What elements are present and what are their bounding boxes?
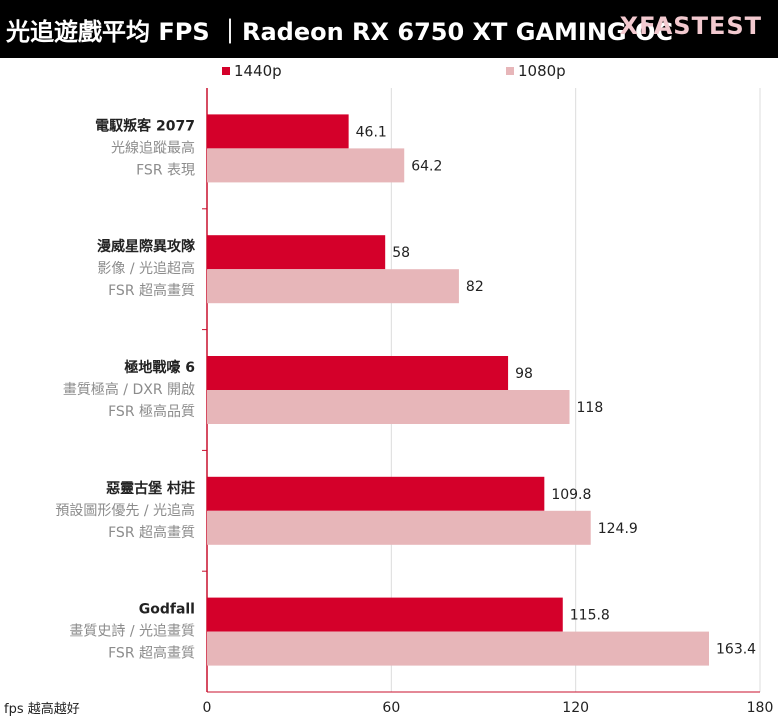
bar-1080p-0 xyxy=(207,148,405,183)
bar-1080p-3 xyxy=(207,510,591,545)
x-tick-label-0: 0 xyxy=(203,700,212,716)
category-subtitle-4: 畫質史詩 / 光追畫質 xyxy=(69,624,195,640)
bar-1440p-4 xyxy=(207,597,563,632)
header-bar: 光追遊戲平均 FPS ｜Radeon RX 6750 XT GAMING OC … xyxy=(0,0,778,58)
category-title-2: 極地戰嚎 6 xyxy=(124,359,195,376)
category-title-0: 電馭叛客 2077 xyxy=(95,117,195,134)
category-setting-3: FSR 超高畫質 xyxy=(108,524,195,541)
category-setting-2: FSR 極高品質 xyxy=(108,403,195,420)
data-label-1080p-2: 118 xyxy=(577,400,604,416)
data-label-1080p-4: 163.4 xyxy=(716,642,756,658)
category-title-4: Godfall xyxy=(139,602,195,618)
legend-swatch-1440p xyxy=(222,67,230,75)
chart-title: 光追遊戲平均 FPS ｜Radeon RX 6750 XT GAMING OC xyxy=(6,18,674,46)
bar-1080p-2 xyxy=(207,390,570,424)
legend-label-1080p: 1080p xyxy=(518,62,566,80)
category-subtitle-3: 預設圖形優先 / 光追高 xyxy=(55,502,195,519)
x-tick-label-2: 120 xyxy=(562,700,589,716)
bar-1440p-1 xyxy=(207,235,386,270)
data-label-1440p-0: 46.1 xyxy=(356,124,387,140)
category-title-1: 漫威星際異攻隊 xyxy=(97,238,196,255)
category-subtitle-0: 光線追蹤最高 xyxy=(111,139,195,156)
data-label-1080p-3: 124.9 xyxy=(598,521,638,537)
bar-1080p-1 xyxy=(207,269,459,304)
legend-swatch-1080p xyxy=(506,67,514,75)
data-label-1440p-2: 98 xyxy=(515,366,533,382)
data-label-1080p-0: 64.2 xyxy=(411,158,442,174)
bar-1440p-2 xyxy=(207,356,509,390)
category-setting-4: FSR 超高畫質 xyxy=(108,645,195,662)
bar-1440p-3 xyxy=(207,476,545,511)
bar-1440p-0 xyxy=(207,114,349,149)
data-label-1440p-3: 109.8 xyxy=(551,487,591,503)
category-setting-0: FSR 表現 xyxy=(136,162,195,178)
brand-logo: XFASTEST xyxy=(619,12,762,40)
category-subtitle-2: 畫質極高 / DXR 開啟 xyxy=(63,381,195,398)
data-label-1440p-4: 115.8 xyxy=(570,608,610,624)
legend-label-1440p: 1440p xyxy=(234,62,282,80)
category-setting-1: FSR 超高畫質 xyxy=(108,282,195,299)
bar-1080p-4 xyxy=(207,631,710,666)
data-label-1080p-1: 82 xyxy=(466,279,484,295)
legend-item-1080p: 1080p xyxy=(506,62,566,80)
category-title-3: 惡靈古堡 村莊 xyxy=(106,480,195,497)
category-subtitle-1: 影像 / 光追超高 xyxy=(97,260,195,277)
x-axis-label: fps 越高越好 xyxy=(4,701,80,717)
x-tick-label-3: 180 xyxy=(747,700,774,716)
legend-item-1440p: 1440p xyxy=(222,62,282,80)
x-tick-label-1: 60 xyxy=(382,700,400,716)
data-label-1440p-1: 58 xyxy=(392,245,410,261)
